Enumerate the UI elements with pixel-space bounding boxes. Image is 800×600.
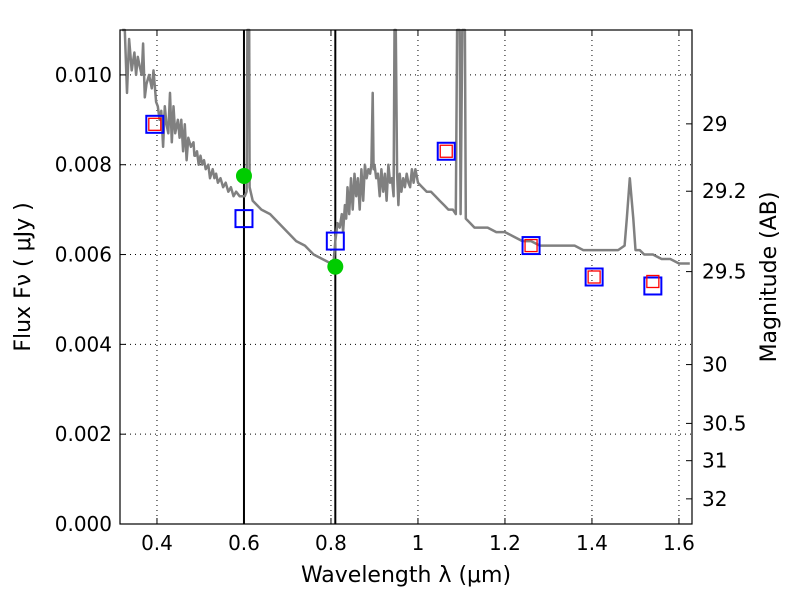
observed-flux-marker [234, 209, 254, 229]
observed-flux-marker [643, 276, 663, 296]
model-flux-marker [439, 144, 453, 158]
mag-tick-label: 31 [702, 449, 727, 473]
x-tick-label: 0.8 [315, 531, 347, 555]
x-axis-title: Wavelength λ (μm) [301, 563, 511, 588]
mag-tick-label: 30.5 [702, 411, 747, 435]
model-flux-marker [148, 117, 162, 131]
model-flux-marker [587, 270, 601, 284]
line-flux-marker [235, 167, 252, 184]
model-sed-line [122, 28, 690, 270]
y-tick-label: 0.006 [55, 243, 112, 267]
y-tick-label: 0.010 [55, 63, 112, 87]
x-tick-label: 1 [412, 531, 425, 555]
mag-tick-label: 29.2 [702, 179, 747, 203]
line-flux-marker [327, 258, 344, 275]
model-flux-marker [524, 238, 538, 253]
plot-frame [119, 29, 693, 525]
plot-series [122, 28, 690, 524]
observed-flux-marker [521, 236, 541, 256]
x-tick-label: 1.2 [489, 531, 521, 555]
y-tick-label: 0.004 [55, 332, 112, 356]
mag-tick-label: 30 [702, 353, 727, 377]
mag-tick-label: 32 [702, 487, 727, 511]
x-tick-label: 1.6 [663, 531, 695, 555]
x-tick-label: 0.6 [228, 531, 260, 555]
model-flux-marker [646, 274, 660, 289]
observed-flux-marker [584, 267, 604, 287]
axis-ticks: 0.4 0.6 0.8 1 1.2 1.4 1.6 0.000 0.002 0.004 0.006 0… [55, 30, 747, 555]
y-tick-label: 0.008 [55, 153, 112, 177]
observed-flux-marker [145, 114, 165, 134]
mag-tick-label: 29 [702, 112, 727, 136]
y-axis-title: Flux Fν ( μJy ) [11, 202, 36, 351]
observed-flux-marker [325, 231, 345, 251]
y2-axis-title: Magnitude (AB) [757, 192, 782, 363]
x-tick-label: 1.4 [576, 531, 608, 555]
mag-tick-label: 29.5 [702, 260, 747, 284]
x-tick-label: 0.4 [141, 531, 173, 555]
y-tick-label: 0.000 [55, 512, 112, 536]
y-tick-label: 0.002 [55, 422, 112, 446]
observed-flux-marker [436, 141, 456, 161]
